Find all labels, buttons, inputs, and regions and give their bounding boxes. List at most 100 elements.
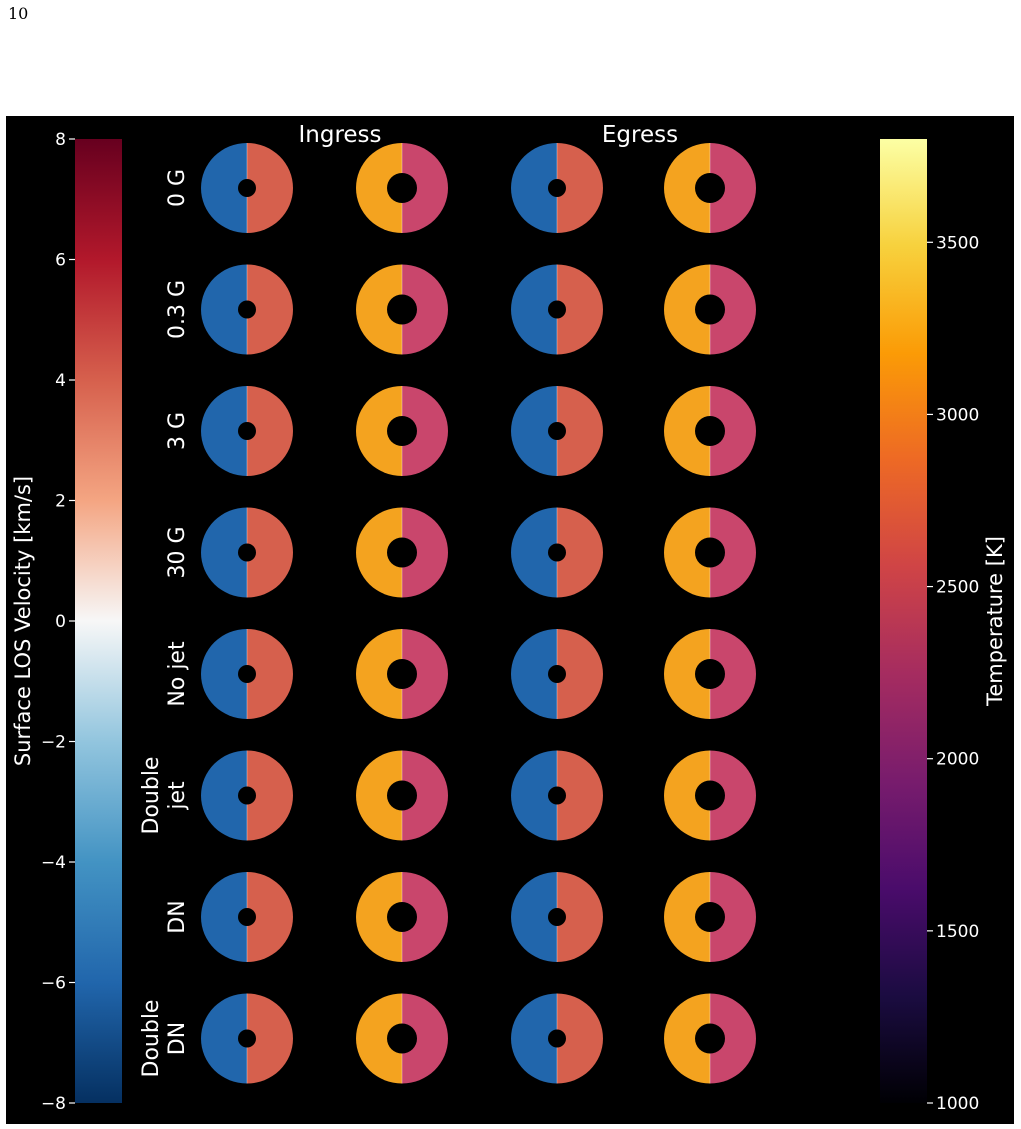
velocity-tick-label: −2 <box>41 733 66 753</box>
planet-shadow <box>548 665 566 683</box>
velocity-tick-label: −6 <box>41 974 66 994</box>
disk-left-half <box>356 386 402 476</box>
temperature-map-panel <box>664 629 756 719</box>
row-label: jet <box>165 781 190 811</box>
disk-left-half <box>664 264 710 355</box>
disk-right-half <box>557 993 603 1084</box>
disk-left-half <box>664 507 710 598</box>
velocity-tick-label: 8 <box>55 130 66 150</box>
page-number: 10 <box>8 4 29 23</box>
planet-shadow <box>238 543 256 562</box>
disk-left-half <box>201 264 247 355</box>
disk-right-half <box>402 143 448 233</box>
disk-left-half <box>511 264 557 355</box>
disk-left-half <box>664 143 710 233</box>
disk-left-half <box>201 386 247 476</box>
row-label: DN <box>165 1022 190 1055</box>
temperature-map-panel <box>664 872 756 962</box>
disk-left-half <box>356 507 402 598</box>
planet-shadow <box>238 1029 256 1048</box>
temperature-map-panel <box>664 386 756 476</box>
disk-right-half <box>247 507 293 598</box>
planet-shadow <box>695 294 725 325</box>
disk-right-half <box>247 629 293 719</box>
disk-right-half <box>402 993 448 1084</box>
disk-right-half <box>710 993 756 1084</box>
planet-shadow <box>548 786 566 805</box>
disk-left-half <box>511 629 557 719</box>
temperature-colorbar-label: Temperature [K] <box>983 536 1007 707</box>
disk-right-half <box>402 386 448 476</box>
temperature-map-panel <box>356 143 448 233</box>
velocity-map-panel <box>201 143 293 233</box>
disk-right-half <box>247 143 293 233</box>
temperature-map-panel <box>664 993 756 1084</box>
panels-grid <box>201 143 756 1084</box>
velocity-map-panel <box>201 629 293 719</box>
temperature-map-panel <box>664 507 756 598</box>
velocity-tick-label: 2 <box>55 492 66 512</box>
temperature-map-panel <box>356 264 448 355</box>
velocity-tick-label: 4 <box>55 371 66 391</box>
disk-right-half <box>557 143 603 233</box>
disk-right-half <box>557 750 603 841</box>
disk-right-half <box>710 386 756 476</box>
velocity-map-panel <box>511 143 603 233</box>
velocity-map-panel <box>201 750 293 841</box>
planet-shadow <box>387 173 417 203</box>
row-label: No jet <box>165 641 190 707</box>
planet-shadow <box>238 786 256 805</box>
velocity-tick-label: 6 <box>55 251 66 271</box>
disk-left-half <box>201 143 247 233</box>
velocity-tick-label: −8 <box>41 1094 66 1114</box>
disk-left-half <box>201 872 247 962</box>
temperature-tick-label: 2000 <box>936 750 979 770</box>
disk-right-half <box>402 629 448 719</box>
disk-left-half <box>356 872 402 962</box>
disk-right-half <box>710 264 756 355</box>
row-label: 0 G <box>165 169 190 207</box>
planet-shadow <box>548 179 566 197</box>
row-label: 0.3 G <box>165 280 190 339</box>
planet-shadow <box>387 659 417 689</box>
planet-shadow <box>695 173 725 203</box>
disk-right-half <box>710 507 756 598</box>
figure: 8 6 4 2 0 −2 −4 −6 −8 Surface LOS Velocity [km/s… <box>6 116 1014 1124</box>
disk-left-half <box>201 629 247 719</box>
planet-shadow <box>695 537 725 568</box>
temperature-tick-label: 1000 <box>936 1094 979 1114</box>
planet-shadow <box>387 1023 417 1054</box>
disk-right-half <box>402 750 448 841</box>
planet-shadow <box>387 294 417 325</box>
disk-left-half <box>511 993 557 1084</box>
velocity-map-panel <box>511 264 603 355</box>
velocity-map-panel <box>511 507 603 598</box>
planet-shadow <box>238 908 256 926</box>
disk-left-half <box>664 629 710 719</box>
figure-canvas: 8 6 4 2 0 −2 −4 −6 −8 Surface LOS Velocity [km/s… <box>11 122 1007 1114</box>
temperature-colorbar-ticks: 3500 3000 2500 2000 1500 1000 <box>927 233 979 1114</box>
velocity-colorbar-label: Surface LOS Velocity [km/s] <box>11 476 35 766</box>
planet-shadow <box>548 422 566 440</box>
column-header-ingress: Ingress <box>298 122 381 148</box>
planet-shadow <box>695 659 725 689</box>
disk-right-half <box>247 264 293 355</box>
planet-shadow <box>238 300 256 319</box>
velocity-map-panel <box>201 264 293 355</box>
velocity-map-panel <box>201 993 293 1084</box>
row-label: 3 G <box>165 412 190 450</box>
planet-shadow <box>238 179 256 197</box>
temperature-colorbar <box>880 139 927 1103</box>
planet-shadow <box>548 908 566 926</box>
disk-left-half <box>356 143 402 233</box>
velocity-map-panel <box>511 750 603 841</box>
planet-shadow <box>548 300 566 319</box>
temperature-map-panel <box>356 872 448 962</box>
temperature-tick-label: 1500 <box>936 922 979 942</box>
velocity-map-panel <box>511 386 603 476</box>
disk-right-half <box>557 872 603 962</box>
planet-shadow <box>238 665 256 683</box>
disk-right-half <box>247 872 293 962</box>
temperature-map-panel <box>356 629 448 719</box>
